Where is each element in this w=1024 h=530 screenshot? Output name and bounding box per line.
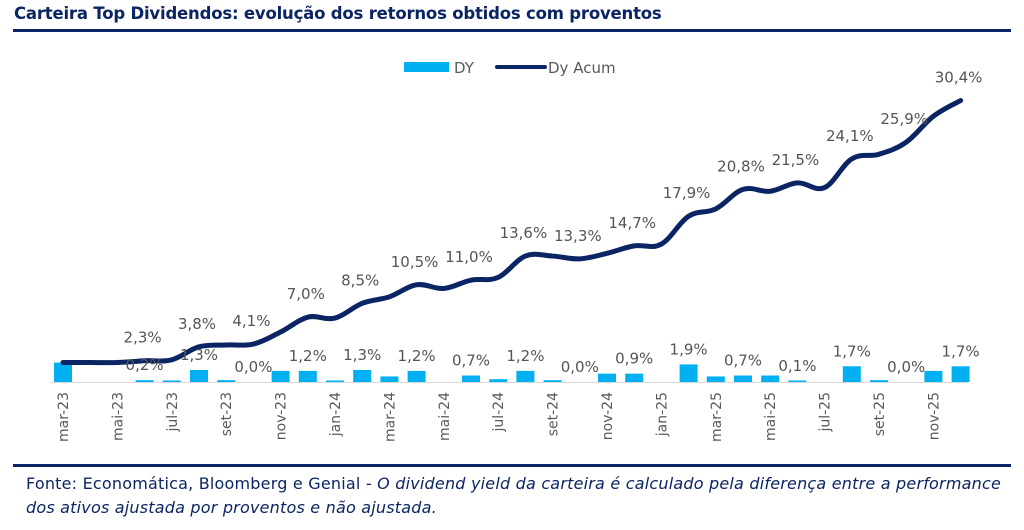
x-tick-jul-25: jul-25 xyxy=(818,392,834,433)
line-label-ago-23: 3,8% xyxy=(178,315,216,333)
chart-title: Carteira Top Dividendos: evolução dos re… xyxy=(14,4,662,23)
bar-label-ago-23: 1,3% xyxy=(180,346,218,364)
line-label-ago-25: 24,1% xyxy=(826,127,874,145)
bar-label-fev-24: 1,3% xyxy=(343,346,381,364)
bar-label-dez-23: 1,2% xyxy=(289,347,327,365)
x-tick-jan-24: jan-24 xyxy=(328,392,344,437)
bar-jun-25 xyxy=(788,380,807,382)
bar-label-out-23: 0,0% xyxy=(234,358,272,376)
x-tick-jan-25: jan-25 xyxy=(654,392,670,437)
line-label-ago-24: 13,6% xyxy=(500,224,548,242)
x-tick-jul-23: jul-23 xyxy=(165,392,181,433)
bar-label-fev-25: 1,9% xyxy=(670,340,708,358)
bar-set-24 xyxy=(543,380,562,382)
x-tick-mai-25: mai-25 xyxy=(763,392,779,441)
x-tick-mar-23: mar-23 xyxy=(56,392,72,442)
bar-dez-25 xyxy=(951,366,970,382)
legend-label-dy-acum: Dy Acum xyxy=(548,59,616,77)
footer-rule xyxy=(13,464,1011,467)
x-tick-set-25: set-25 xyxy=(872,392,888,436)
bar-label-jun-25: 0,1% xyxy=(778,357,816,375)
bar-ago-25 xyxy=(842,366,861,382)
legend: DY Dy Acum xyxy=(404,59,616,77)
bar-fev-25 xyxy=(679,364,698,382)
x-tick-set-24: set-24 xyxy=(546,392,562,436)
bar-mar-25 xyxy=(706,376,725,382)
line-label-fev-25: 17,9% xyxy=(663,184,711,202)
x-tick-mai-24: mai-24 xyxy=(437,392,453,441)
bar-label-ago-24: 1,2% xyxy=(506,347,544,365)
bar-label-abr-24: 1,2% xyxy=(398,347,436,365)
bar-set-23 xyxy=(217,380,236,382)
bar-ago-24 xyxy=(516,370,535,382)
bar-dez-24 xyxy=(625,373,644,382)
bar-series-dy xyxy=(54,362,970,382)
line-label-abr-25: 20,8% xyxy=(717,157,765,175)
line-label-jun-24: 11,0% xyxy=(445,248,493,266)
line-label-out-24: 13,3% xyxy=(554,227,602,245)
bar-jun-23 xyxy=(135,380,154,382)
bar-label-out-24: 0,0% xyxy=(561,358,599,376)
bar-mar-24 xyxy=(380,376,399,382)
line-label-jun-23: 2,3% xyxy=(124,329,162,347)
legend-swatch-dy xyxy=(404,62,449,72)
bar-ago-23 xyxy=(190,369,208,382)
x-tick-set-23: set-23 xyxy=(219,392,235,436)
bar-nov-25 xyxy=(924,370,943,382)
x-tick-nov-23: nov-23 xyxy=(274,392,290,440)
bar-dez-23 xyxy=(298,370,317,382)
bar-label-ago-25: 1,7% xyxy=(833,342,871,360)
bar-jun-24 xyxy=(462,375,480,382)
line-label-jun-25: 21,5% xyxy=(772,151,820,169)
line-label-out-23: 4,1% xyxy=(232,312,270,330)
bar-abr-24 xyxy=(407,370,426,382)
line-label-out-25: 25,9% xyxy=(880,110,928,128)
line-label-fev-24: 8,5% xyxy=(341,271,379,289)
x-tick-jul-24: jul-24 xyxy=(491,392,507,433)
legend-label-dy: DY xyxy=(454,59,475,77)
bar-label-dez-24: 0,9% xyxy=(615,350,653,368)
footer-note: Fonte: Economática, Bloomberg e Genial -… xyxy=(26,472,1001,520)
bar-mar-23 xyxy=(54,362,72,382)
x-tick-nov-24: nov-24 xyxy=(600,392,616,440)
bar-set-25 xyxy=(870,380,888,382)
line-series-dy-acum xyxy=(60,97,964,366)
footer-methodology: O dividend yield da carteira é calculado… xyxy=(26,474,1001,517)
line-label-abr-24: 10,5% xyxy=(391,253,439,271)
x-tick-nov-25: nov-25 xyxy=(926,392,942,440)
chart: DY Dy Acum 0,2% 1,3% 0,0% 1,2% 1,3% 1,2% 0,7% 1… xyxy=(50,59,983,442)
bar-nov-24 xyxy=(598,373,616,382)
bar-jul-23 xyxy=(162,380,181,382)
x-tick-mar-25: mar-25 xyxy=(709,392,725,442)
bar-label-jun-23: 0,2% xyxy=(126,356,164,374)
x-tick-mar-24: mar-24 xyxy=(382,392,398,442)
bar-abr-25 xyxy=(734,375,752,382)
bar-label-dez-25: 1,7% xyxy=(942,342,980,360)
line-label-dez-23: 7,0% xyxy=(287,285,325,303)
x-tick-mai-23: mai-23 xyxy=(110,392,126,441)
bar-jul-24 xyxy=(489,379,508,382)
line-label-dez-24: 14,7% xyxy=(608,214,656,232)
bar-fev-24 xyxy=(353,369,372,382)
bar-data-labels: 0,2% 1,3% 0,0% 1,2% 1,3% 1,2% 0,7% 1,2% 0,0% 0,9%… xyxy=(126,340,980,376)
x-tick-labels: mar-23 mai-23 jul-23 set-23 nov-23 jan-24 mar-… xyxy=(56,392,942,442)
line-label-dez-25: 30,4% xyxy=(935,68,983,86)
bar-mai-25 xyxy=(761,375,780,382)
bar-nov-23 xyxy=(271,370,290,382)
footer-source: Fonte: Economática, Bloomberg e Genial - xyxy=(26,474,378,493)
bar-jan-24 xyxy=(326,380,344,382)
title-underline xyxy=(13,29,1011,32)
line-data-labels: 2,3% 3,8% 4,1% 7,0% 8,5% 10,5% 11,0% 13,6% 13,3%… xyxy=(124,68,983,346)
bar-label-jun-24: 0,7% xyxy=(452,352,490,370)
bar-label-abr-25: 0,7% xyxy=(724,352,762,370)
bar-label-out-25: 0,0% xyxy=(887,358,925,376)
